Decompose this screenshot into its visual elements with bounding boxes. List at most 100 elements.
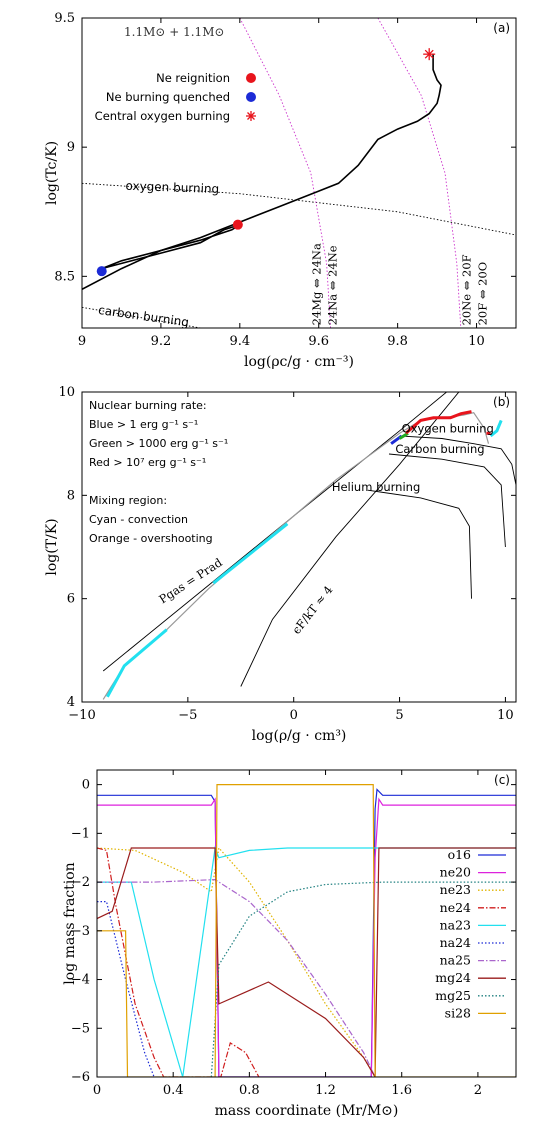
x-tick-label: 10 (468, 334, 485, 349)
x-tick-label: 9.2 (151, 334, 172, 349)
legend-marker (246, 73, 256, 83)
y-tick-label: −6 (71, 1070, 90, 1085)
y-tick-label: 4 (67, 695, 75, 710)
highlight-green-burning (398, 432, 409, 440)
plot-area (97, 783, 516, 1077)
panel-label: (b) (493, 395, 510, 409)
panel-label: (c) (494, 773, 510, 787)
x-tick-label: 2 (474, 1083, 482, 1098)
x-tick-label: −5 (178, 708, 197, 723)
legend-text-line: Cyan - convection (89, 513, 188, 526)
legend-text-line: Nuclear burning rate: (89, 399, 207, 412)
y-tick-label: 8 (67, 488, 75, 503)
curve-helium-burning (367, 489, 472, 599)
x-tick-label: 1.6 (391, 1083, 412, 1098)
y-axis-label: log mass fraction (62, 862, 78, 984)
curve-oxygen-burning (399, 435, 516, 486)
legend-label-mg25: mg25 (435, 988, 471, 1003)
y-tick-label: 9.5 (54, 11, 75, 26)
series-line-track (82, 54, 442, 291)
legend-star (246, 111, 256, 121)
y-tick-label: 0 (82, 778, 90, 793)
plot-frame (81, 17, 517, 329)
x-tick-label: −10 (68, 708, 95, 723)
x-axis-label: log(ρc/g · cm⁻³) (244, 354, 354, 370)
series-line-na25 (97, 878, 376, 1077)
legend-label-ne20: ne20 (440, 865, 471, 880)
marker-star-stroke (424, 49, 434, 59)
plot-frame (96, 769, 517, 1078)
y-tick-label: −5 (71, 1021, 90, 1036)
series-line-na24 (97, 900, 155, 1077)
series-line-mg25 (210, 881, 516, 1077)
legend-label-na25: na25 (440, 953, 471, 968)
series-line-mg24 (97, 847, 516, 1077)
annotation-carbon-burning: carbon burning (97, 303, 189, 330)
y-tick-label: 9 (67, 140, 75, 155)
legend-label: Ne reignition (156, 71, 230, 85)
panel-label: (a) (493, 21, 510, 35)
marker-ne-burning-quenched (96, 266, 107, 277)
highlight-convection (212, 522, 289, 585)
y-tick-label: −1 (71, 826, 90, 841)
plot-frame (81, 391, 517, 703)
legend-label-mg24: mg24 (435, 970, 471, 985)
legend-label-o16: o16 (448, 847, 471, 862)
legend-label-ne23: ne23 (440, 882, 471, 897)
annotation-helium-burning: Helium burning (332, 480, 420, 494)
legend-star-stroke (247, 112, 255, 120)
y-tick-label: −3 (71, 924, 90, 939)
annotation-oxygen-burning: Oxygen burning (402, 421, 494, 435)
x-tick-label: 0 (290, 708, 298, 723)
legend-label-na23: na23 (440, 917, 471, 932)
x-axis-label: log(ρ/g · cm³) (252, 728, 347, 744)
legend-label: Ne burning quenched (106, 90, 230, 104)
y-axis-label: log(Tc/K) (44, 141, 60, 205)
x-tick-label: 9.6 (308, 334, 329, 349)
legend-text-line: Mixing region: (89, 494, 167, 507)
annotation-mg24-na24: 24Mg ⇔ 24Na (310, 243, 324, 325)
legend-text-line: Orange - overshooting (89, 532, 213, 545)
legend-label-si28: si28 (445, 1005, 471, 1020)
legend-text-line: Red > 10⁷ erg g⁻¹ s⁻¹ (89, 456, 206, 469)
x-tick-label: 0.4 (163, 1083, 184, 1098)
x-axis-label: mass coordinate (Mr/M⊙) (215, 1103, 399, 1119)
y-tick-label: 10 (58, 385, 75, 400)
x-tick-label: 9.8 (387, 334, 408, 349)
annotation-f20-o20: 20F ⇔ 20O (475, 262, 489, 326)
curve-24mg-24na (239, 18, 332, 328)
x-tick-label: 9 (78, 334, 86, 349)
series-line-ne23 (97, 846, 376, 1077)
x-tick-label: 5 (395, 708, 403, 723)
y-tick-label: −2 (71, 875, 90, 890)
series-line-na23 (97, 845, 516, 1077)
marker-star (423, 48, 436, 61)
curve-carbon-burning (82, 306, 201, 328)
highlight-convection (106, 628, 168, 698)
curve-carbon-burning (388, 453, 506, 548)
x-tick-label: 9.4 (229, 334, 250, 349)
legend-label-na24: na24 (440, 935, 471, 950)
series-line-ne24 (97, 847, 260, 1077)
series-line-ne20 (97, 797, 516, 1077)
series-line-profile (102, 412, 490, 700)
legend-label-ne24: ne24 (440, 900, 471, 915)
annotation-fermi: ϵF/kT ≈ 4 (289, 583, 335, 637)
x-tick-label: 1.2 (315, 1083, 336, 1098)
annotation-oxygen-burning: oxygen burning (125, 179, 219, 196)
curve-20ne-20f (377, 18, 462, 328)
y-tick-label: 6 (67, 592, 75, 607)
y-axis-label: log(T/K) (44, 518, 60, 575)
curve--f-kt-4 (240, 392, 460, 687)
x-tick-label: 0.8 (239, 1083, 260, 1098)
plot-area (102, 392, 516, 700)
series-line-o16 (97, 788, 516, 1077)
annotation-na24-ne24: 24Na ⇔ 24Ne (325, 245, 339, 325)
curve-pgas-prad (102, 392, 448, 672)
annotation-ne20-f20: 20Ne ⇔ 20F (460, 254, 474, 325)
series-line-si28 (97, 783, 516, 1077)
legend-text-line: Blue > 1 erg g⁻¹ s⁻¹ (89, 418, 198, 431)
annotation-carbon-burning: Carbon burning (395, 442, 484, 456)
highlight-convection (489, 419, 503, 438)
